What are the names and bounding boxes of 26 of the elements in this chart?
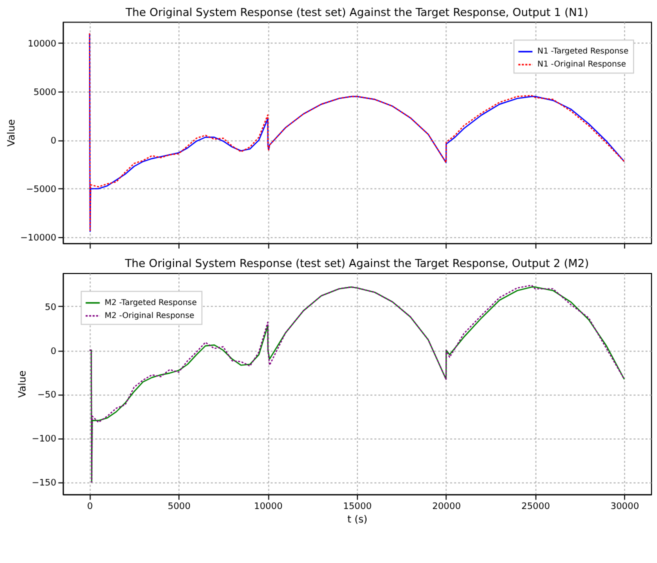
x-tick-label: 25000 bbox=[521, 502, 550, 512]
legend-label: M2 -Targeted Response bbox=[104, 298, 197, 307]
y-tick-label: 0 bbox=[50, 136, 57, 147]
x-tick-label: 20000 bbox=[432, 502, 462, 512]
x-axis-title: t (s) bbox=[347, 514, 368, 526]
y-axis-title: Value bbox=[18, 370, 29, 398]
x-tick-label: 30000 bbox=[610, 502, 640, 512]
legend-label: M2 -Original Response bbox=[104, 310, 194, 320]
y-tick-label: −50 bbox=[37, 390, 57, 401]
y-tick-label: 50 bbox=[44, 302, 57, 313]
x-tick-label: 5000 bbox=[168, 502, 191, 512]
y-tick-label: 0 bbox=[50, 346, 57, 357]
chart-title: The Original System Response (test set) Against the Target Response, Output 1 (N1) bbox=[124, 6, 588, 19]
y-tick-label: 10000 bbox=[28, 40, 57, 50]
y-tick-label: −10000 bbox=[20, 234, 57, 244]
legend-label: N1 -Original Response bbox=[537, 60, 626, 69]
y-tick-label: −5000 bbox=[26, 185, 57, 196]
chart-title: The Original System Response (test set) Against the Target Response, Output 2 (M2) bbox=[124, 256, 589, 270]
x-tick-label: 15000 bbox=[343, 502, 372, 512]
x-tick-label: 0 bbox=[87, 502, 94, 512]
y-tick-label: −150 bbox=[32, 478, 57, 488]
y-axis-title: Value bbox=[6, 119, 18, 147]
legend-label: N1 -Targeted Response bbox=[537, 46, 629, 56]
y-tick-label: −100 bbox=[32, 434, 57, 445]
y-tick-label: 5000 bbox=[34, 88, 57, 98]
x-tick-label: 10000 bbox=[254, 502, 283, 512]
